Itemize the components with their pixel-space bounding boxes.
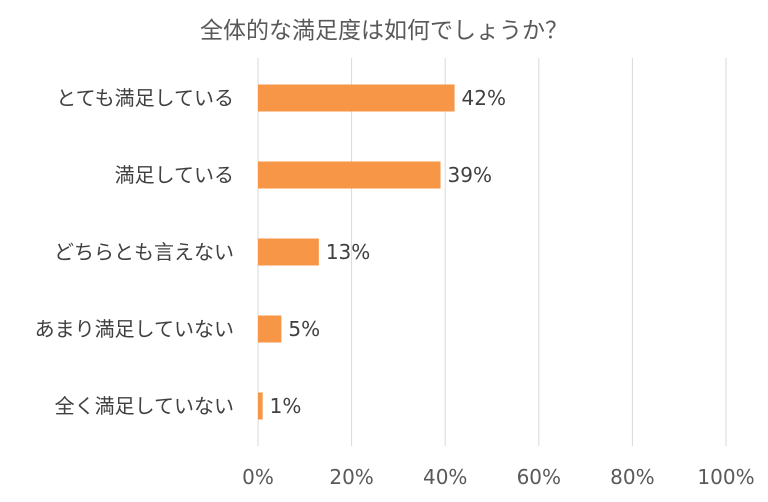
bar	[258, 84, 455, 112]
x-tick-label: 0%	[242, 465, 274, 489]
bar	[258, 161, 441, 189]
category-label: 満足している	[115, 163, 234, 187]
x-tick-label: 40%	[423, 465, 467, 489]
category-label: あまり満足していない	[35, 317, 234, 341]
data-label: 5%	[288, 317, 320, 341]
data-label: 39%	[448, 163, 492, 187]
x-tick-label: 20%	[329, 465, 373, 489]
bar	[258, 238, 319, 266]
bars	[258, 84, 455, 420]
category-label: 全く満足していない	[55, 394, 234, 418]
gridlines	[257, 58, 727, 446]
labels: 0% 20% 40% 60% 80% 100% とても満足している 42% 満足している 39% ど…	[35, 86, 755, 489]
category-label: どちらとも言えない	[54, 240, 234, 264]
category-label: とても満足している	[56, 86, 234, 110]
data-label: 42%	[462, 86, 506, 110]
bar	[258, 392, 263, 420]
chart-title: 全体的な満足度は如何でしょうか？	[200, 18, 568, 44]
x-tick-label: 80%	[610, 465, 654, 489]
x-tick-label: 100%	[697, 465, 754, 489]
bar	[258, 315, 282, 343]
data-label: 13%	[326, 240, 370, 264]
x-tick-label: 60%	[517, 465, 561, 489]
data-label: 1%	[270, 394, 302, 418]
